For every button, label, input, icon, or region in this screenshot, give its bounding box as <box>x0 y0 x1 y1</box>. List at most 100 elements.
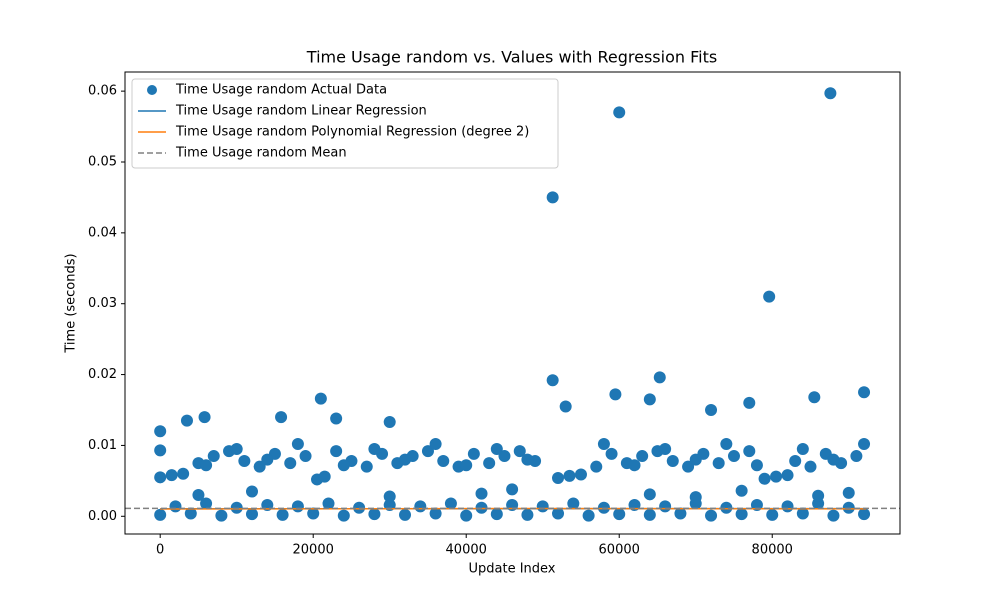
point <box>609 388 622 401</box>
y-tick-label: 0.00 <box>88 509 117 524</box>
x-axis-label: Update Index <box>468 562 555 577</box>
point <box>230 442 243 455</box>
point <box>689 491 702 504</box>
point <box>605 447 618 460</box>
point <box>613 106 626 119</box>
point <box>275 411 288 424</box>
point <box>643 488 656 501</box>
point <box>705 509 718 522</box>
point <box>521 508 534 521</box>
point <box>261 453 274 466</box>
point <box>552 472 565 485</box>
point <box>804 460 817 473</box>
point <box>299 450 312 463</box>
point <box>399 453 412 466</box>
point <box>245 508 258 521</box>
point <box>563 469 576 482</box>
point <box>154 508 167 521</box>
point <box>490 508 503 521</box>
point <box>253 460 266 473</box>
point <box>781 500 794 513</box>
point <box>674 507 687 520</box>
y-tick-label: 0.02 <box>88 367 117 382</box>
point <box>180 414 193 427</box>
legend-box <box>131 78 559 169</box>
point <box>613 508 626 521</box>
point <box>850 450 863 463</box>
y-tick-label: 0.04 <box>88 225 117 240</box>
point <box>368 442 381 455</box>
point <box>643 508 656 521</box>
point <box>284 457 297 470</box>
point <box>337 509 350 522</box>
point <box>192 489 205 502</box>
legend-label: Time Usage random Mean <box>175 146 347 161</box>
point <box>858 386 871 399</box>
point <box>705 403 718 416</box>
y-tick-label: 0.03 <box>88 296 117 311</box>
point <box>743 396 756 409</box>
point <box>513 445 526 458</box>
point <box>628 459 641 472</box>
point <box>796 442 809 455</box>
point <box>360 460 373 473</box>
point <box>291 438 304 451</box>
point <box>483 457 496 470</box>
point <box>536 500 549 513</box>
point <box>643 393 656 406</box>
x-tick-label: 0 <box>156 543 164 558</box>
point <box>546 374 559 387</box>
point <box>653 371 666 384</box>
point <box>727 450 740 463</box>
point <box>659 442 672 455</box>
point <box>198 411 211 424</box>
point <box>521 453 534 466</box>
plot-area <box>125 87 900 522</box>
point <box>743 445 756 458</box>
point <box>770 470 783 483</box>
point <box>763 290 776 303</box>
point <box>781 469 794 482</box>
point <box>546 191 559 204</box>
point <box>383 490 396 503</box>
point <box>444 497 457 510</box>
point <box>414 500 427 513</box>
point <box>789 455 802 468</box>
point <box>498 450 511 463</box>
point <box>421 445 434 458</box>
point <box>399 508 412 521</box>
point <box>842 486 855 499</box>
point <box>559 400 572 413</box>
point <box>582 509 595 522</box>
point <box>659 500 672 513</box>
point <box>154 471 167 484</box>
point <box>506 483 519 496</box>
point <box>824 87 837 100</box>
x-tick-label: 80000 <box>752 543 793 558</box>
point <box>467 447 480 460</box>
point <box>330 445 343 458</box>
point <box>215 509 228 522</box>
point <box>720 501 733 514</box>
point <box>735 484 748 497</box>
y-axis-label: Time (seconds) <box>64 253 79 353</box>
chart-title: Time Usage random vs. Values with Regres… <box>306 48 717 67</box>
x-tick-label: 60000 <box>599 543 640 558</box>
point <box>735 508 748 521</box>
point <box>330 412 343 425</box>
y-tick-label: 0.01 <box>88 438 117 453</box>
point <box>460 459 473 472</box>
point <box>307 507 320 520</box>
point <box>552 507 565 520</box>
point <box>796 507 809 520</box>
point <box>758 472 771 485</box>
point <box>766 508 779 521</box>
point <box>475 487 488 500</box>
point <box>858 508 871 521</box>
point <box>383 416 396 429</box>
point <box>238 455 251 468</box>
legend-label: Time Usage random Polynomial Regression … <box>175 125 529 140</box>
point <box>337 459 350 472</box>
